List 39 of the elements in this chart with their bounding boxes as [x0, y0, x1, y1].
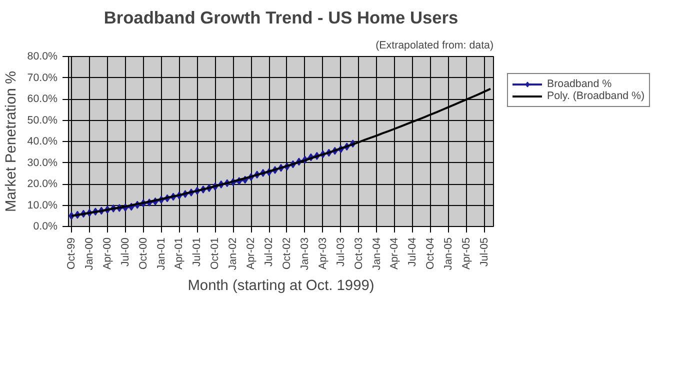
x-tick-label: Jan-05 [442, 237, 455, 270]
x-tick-label: Jul-01 [191, 237, 204, 267]
x-tick-label: Apr-04 [388, 237, 401, 270]
y-tick-label: 10.0% [27, 199, 58, 212]
x-tick-label: Jan-04 [370, 237, 383, 270]
x-tick-label: Apr-05 [460, 237, 473, 270]
x-tick-label: Jul-03 [334, 237, 347, 267]
x-tick-label: Apr-02 [245, 237, 258, 270]
y-tick-label: 0.0% [33, 220, 58, 232]
y-tick-label: 20.0% [27, 178, 58, 190]
y-tick-label: 80.0% [27, 50, 58, 62]
chart-subtitle: (Extrapolated from: data) [376, 40, 494, 52]
y-tick-label: 40.0% [27, 136, 58, 148]
x-tick-label: Jul-04 [406, 237, 419, 267]
x-tick-label: Apr-03 [316, 237, 329, 270]
legend-label: Poly. (Broadband %) [547, 90, 645, 102]
x-tick-label: Jul-02 [263, 237, 276, 267]
y-tick-label: 30.0% [27, 156, 58, 169]
legend-label: Broadband % [547, 78, 612, 90]
x-tick-label: Jul-05 [478, 237, 491, 267]
y-axis-title: Market Penetration % [3, 71, 20, 212]
x-tick-label: Oct-03 [352, 237, 365, 270]
x-tick-label: Oct-00 [137, 237, 150, 270]
x-tick-label: Jan-01 [155, 237, 168, 270]
y-tick-label: 50.0% [27, 114, 58, 126]
chart-title: Broadband Growth Trend - US Home Users [104, 8, 458, 28]
x-tick-label: Oct-01 [209, 237, 222, 270]
x-axis-title: Month (starting at Oct. 1999) [188, 278, 374, 294]
x-tick-label: Jan-03 [298, 237, 311, 270]
x-tick-label: Oct-04 [424, 237, 437, 270]
y-tick-label: 70.0% [27, 72, 58, 84]
x-tick-label: Oct-99 [65, 237, 78, 270]
x-tick-label: Apr-00 [101, 237, 114, 270]
x-tick-label: Jul-00 [119, 237, 132, 267]
x-tick-label: Jan-00 [83, 237, 96, 270]
x-tick-label: Apr-01 [173, 237, 186, 270]
x-tick-label: Jan-02 [227, 237, 240, 270]
y-tick-label: 60.0% [27, 93, 58, 105]
x-tick-label: Oct-02 [280, 237, 293, 270]
